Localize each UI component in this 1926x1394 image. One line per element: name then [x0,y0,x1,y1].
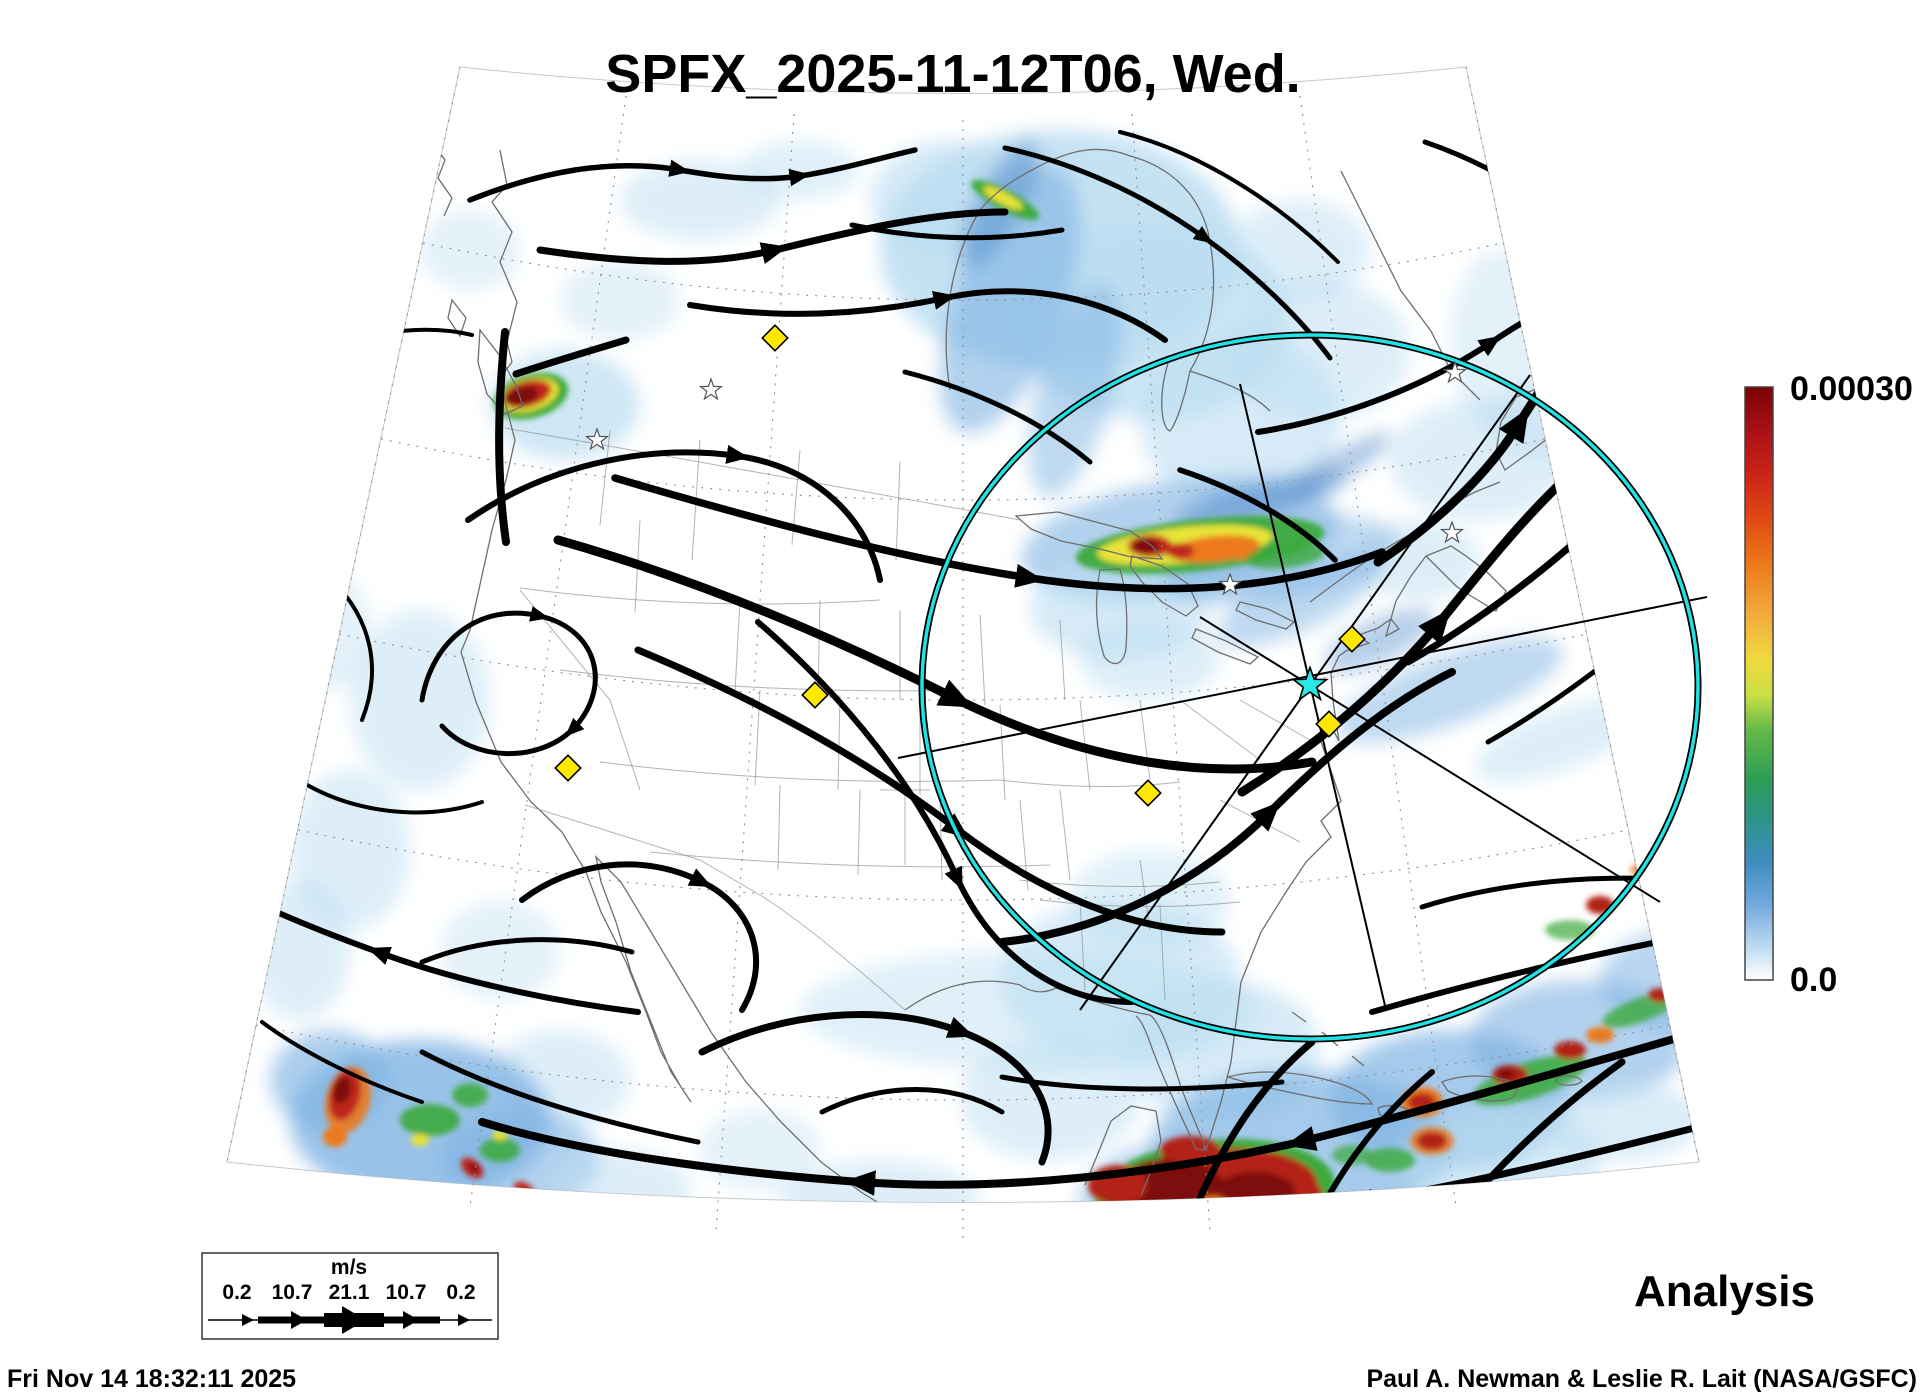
figure-title: SPFX_2025-11-12T06, Wed. [605,44,1300,104]
diamond-marker [554,754,582,782]
wind-speed-tick: 0.2 [446,1281,475,1304]
wind-speed-tick: 0.2 [222,1281,251,1304]
generation-timestamp: Fri Nov 14 18:32:11 2025 [7,1365,296,1393]
wind-speed-arrow-glyph [208,1306,492,1334]
range-circle [918,331,1702,1043]
credit-line: Paul A. Newman & Leslie R. Lait (NASA/GS… [1366,1365,1917,1393]
diamond-marker [801,681,829,709]
analysis-label: Analysis [1634,1267,1815,1316]
diamond-marker [1315,710,1343,738]
colorbar-min-label: 0.0 [1790,961,1837,999]
wind-speed-tick: 21.1 [329,1281,370,1304]
colorbar-max-label: 0.00030 [1790,370,1913,408]
range-circle-accent [920,333,1700,1041]
colorbar-gradient [1744,386,1774,981]
wind-speed-tick: 10.7 [272,1281,313,1304]
wind-legend-units: m/s [331,1256,367,1279]
colorbar: 0.00030 0.0 [1744,370,1913,999]
wind-speed-tick: 10.7 [386,1281,427,1304]
coastline-layer [429,139,1583,1203]
wind-speed-legend: m/s 0.2 10.7 21.1 10.7 0.2 [201,1252,499,1340]
diamond-marker [761,324,789,352]
diamond-marker [1338,625,1366,653]
site-diamond-markers [554,324,1366,807]
diamond-marker [1134,779,1162,807]
